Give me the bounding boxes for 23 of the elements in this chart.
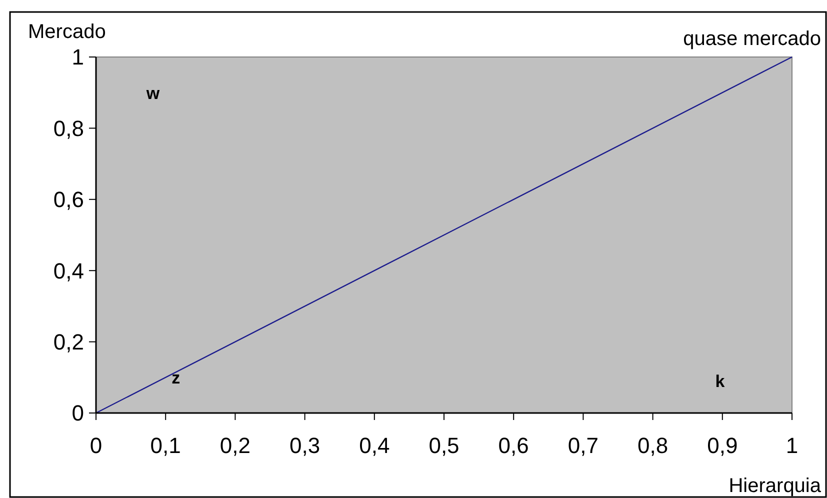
annotation: w (145, 84, 160, 103)
y-tick-label: 0,6 (53, 187, 84, 212)
y-tick-label: 0,2 (53, 330, 84, 354)
y-tick-label: 0,8 (53, 116, 84, 141)
y-tick-label: 0 (72, 400, 84, 426)
x-tick-label: 0 (90, 433, 102, 458)
x-tick-label: 0,4 (359, 433, 390, 458)
x-tick-label: 0,3 (290, 433, 320, 458)
x-axis-title: Hierarquia (728, 475, 822, 497)
x-tick-label: 0,2 (220, 433, 250, 458)
x-tick-label: 0,8 (638, 433, 668, 458)
annotation: z (172, 368, 180, 388)
x-tick-label: 0,7 (568, 433, 598, 458)
text: quase mercado (683, 28, 821, 50)
x-tick-label: 1 (786, 433, 798, 458)
y-tick-label: 1 (72, 44, 84, 70)
x-tick-label: 0,5 (428, 433, 460, 458)
x-tick-label: 0,6 (498, 433, 529, 458)
annotation: k (715, 372, 726, 391)
y-axis-title: Mercado (28, 21, 106, 43)
x-tick-label: 0,9 (707, 433, 738, 458)
y-tick-label: 0,4 (53, 258, 84, 284)
x-tick-label: 0,1 (150, 433, 181, 458)
